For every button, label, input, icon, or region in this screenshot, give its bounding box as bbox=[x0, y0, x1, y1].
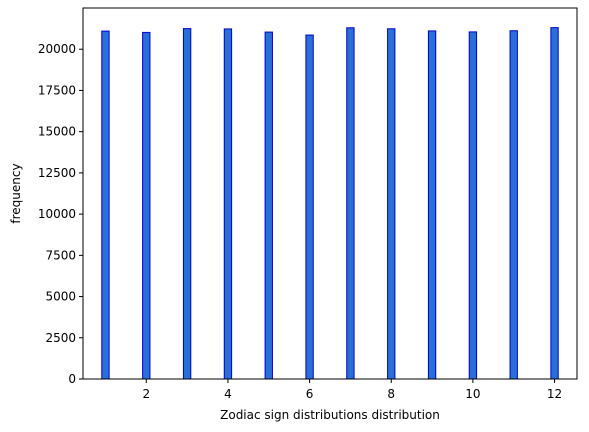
bar-5 bbox=[264, 31, 273, 380]
bar-11 bbox=[509, 30, 518, 380]
y-tick-label: 12500 bbox=[38, 166, 76, 180]
y-tick-label: 10000 bbox=[38, 207, 76, 221]
y-tick-label: 0 bbox=[68, 372, 76, 386]
bar-2 bbox=[142, 31, 151, 380]
bar-12 bbox=[550, 27, 559, 380]
bar-1 bbox=[101, 30, 110, 380]
bars-group bbox=[101, 27, 559, 380]
bar-9 bbox=[427, 30, 437, 380]
bar-6 bbox=[305, 34, 314, 380]
bar-4 bbox=[223, 28, 233, 380]
x-tick-label: 10 bbox=[465, 387, 480, 401]
bar-8 bbox=[387, 28, 396, 380]
y-tick-label: 2500 bbox=[45, 331, 76, 345]
axes-group: 2 4 6 8 10 12 0 2500 5000 7500 10000 12500 15000 1750… bbox=[38, 7, 578, 401]
x-tick-label: 2 bbox=[142, 387, 150, 401]
y-tick-label: 15000 bbox=[38, 125, 76, 139]
y-tick-label: 17500 bbox=[38, 83, 76, 97]
x-tick-label: 12 bbox=[547, 387, 562, 401]
y-tick-label: 20000 bbox=[38, 42, 76, 56]
bar-3 bbox=[182, 28, 192, 380]
x-tick-label: 4 bbox=[224, 387, 232, 401]
bar-10 bbox=[468, 31, 478, 380]
x-tick-label: 8 bbox=[387, 387, 395, 401]
x-tick-label: 6 bbox=[306, 387, 314, 401]
bar-7 bbox=[346, 27, 355, 380]
y-tick-label: 5000 bbox=[45, 290, 76, 304]
y-axis-label: frequency bbox=[9, 163, 23, 223]
y-tick-label: 7500 bbox=[45, 248, 76, 262]
plot-frame bbox=[82, 7, 578, 380]
x-axis-label: Zodiac sign distributions distribution bbox=[220, 408, 440, 422]
